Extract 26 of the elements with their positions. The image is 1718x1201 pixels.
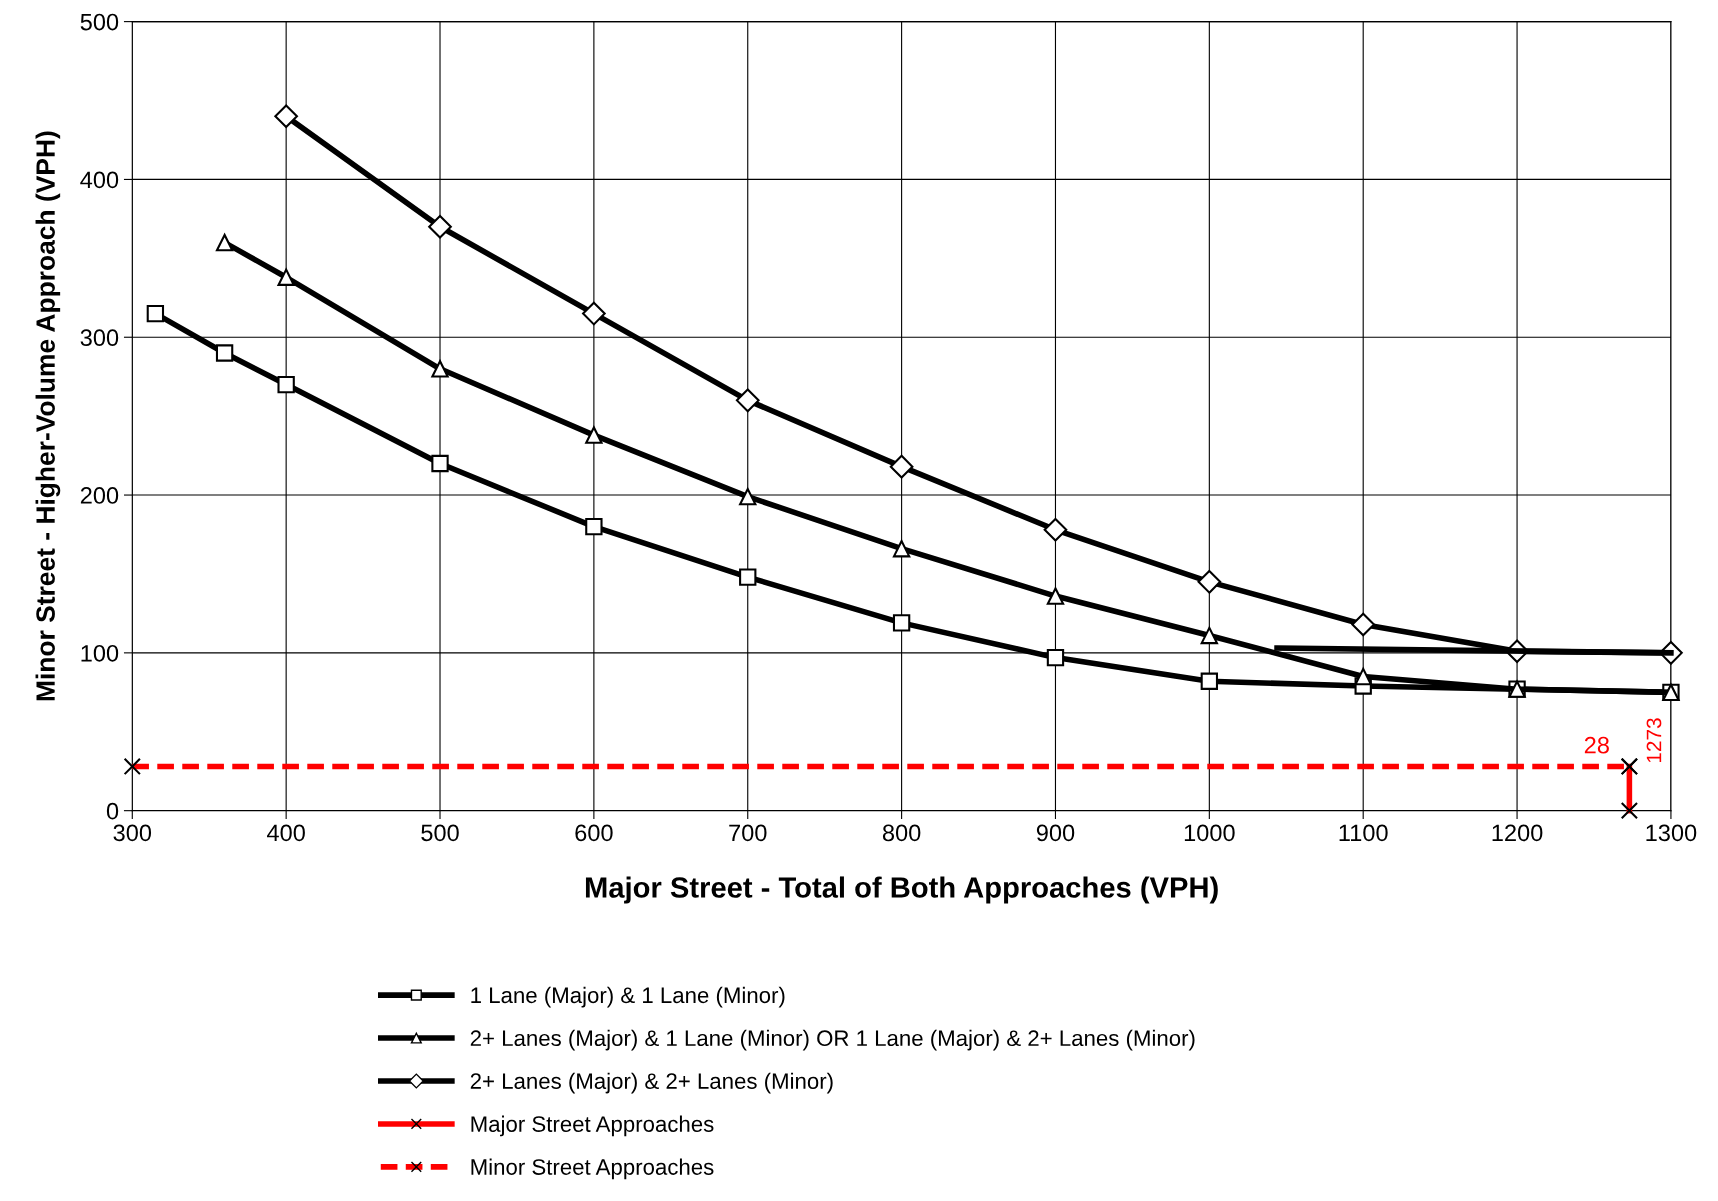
legend-label: 2+ Lanes (Major) & 2+ Lanes (Minor) [470, 1072, 833, 1094]
x-tick-label: 1000 [1184, 824, 1235, 842]
x-tick-label: 500 [421, 824, 459, 842]
x-tick-label: 1200 [1492, 824, 1543, 842]
legend-label: 1 Lane (Major) & 1 Lane (Minor) [471, 986, 785, 1008]
x-tick-label: 700 [729, 824, 767, 842]
y-tick-label: 500 [80, 13, 119, 31]
y-tick-label: 400 [80, 171, 119, 189]
x-tick-label: 600 [575, 824, 613, 842]
y-tick-label: 0 [106, 802, 119, 820]
x-tick-label: 400 [267, 824, 305, 842]
y-tick-label: 200 [80, 487, 119, 504]
annotation: 1273 [1646, 718, 1662, 763]
data-label: 28 [1584, 736, 1609, 754]
y-tick-label: 100 [81, 644, 119, 662]
legend-label: Major Street Approaches [471, 1115, 714, 1137]
x-tick-label: 300 [113, 824, 152, 842]
x-axis-title: Major Street - Total of Both Approaches (VPH) [585, 876, 1218, 904]
y-tick-label: 300 [80, 329, 119, 347]
x-tick-label: 1300 [1646, 824, 1697, 842]
x-tick-label: 800 [882, 824, 921, 842]
x-tick-label: 900 [1036, 824, 1075, 842]
x-tick-label: 1100 [1339, 824, 1388, 842]
legend-label: Minor Street Approaches [471, 1158, 714, 1180]
y-axis-title: Minor Street - Higher-Volume Approach (VPH) [35, 131, 61, 701]
legend-label: 2+ Lanes (Major) & 1 Lane (Minor) OR 1 Lane (Major) & 2+ Lanes (Minor) [470, 1029, 1195, 1051]
